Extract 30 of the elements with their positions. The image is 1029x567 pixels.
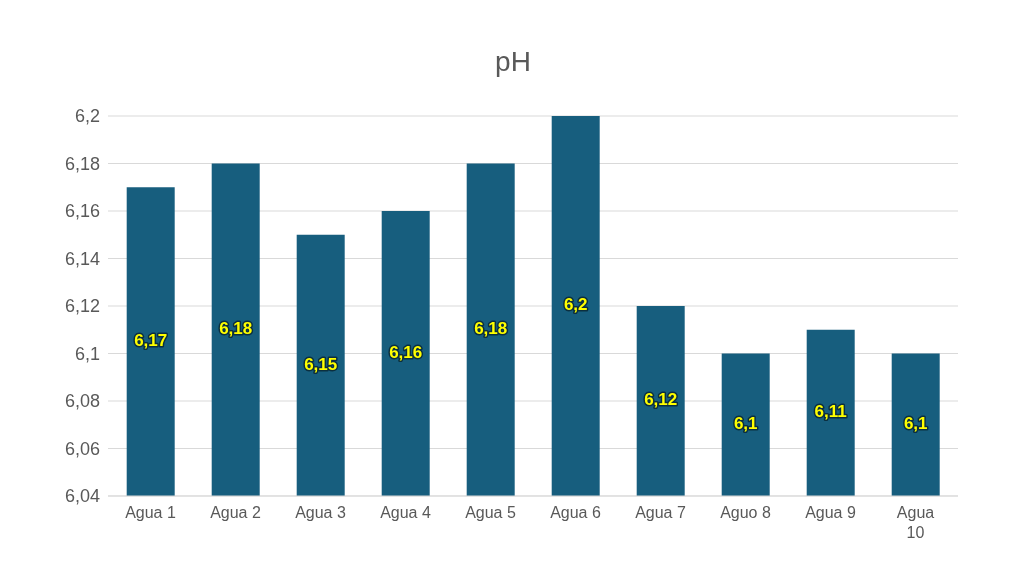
x-tick-label: Agua 3 xyxy=(295,504,346,521)
data-label: 6,2 xyxy=(563,295,588,315)
x-tick-label: Agua 5 xyxy=(465,504,516,521)
x-tick-label: Agua 2 xyxy=(210,504,261,521)
x-tick-label: Agua 10 xyxy=(896,504,935,541)
data-label: 6,18 xyxy=(219,319,253,339)
data-label: 6,12 xyxy=(644,390,678,410)
x-tick-label: Agua 9 xyxy=(805,504,856,521)
x-tick-label: Agua 4 xyxy=(380,504,431,521)
y-tick-label: 6,16 xyxy=(64,201,100,222)
data-label: 6,1 xyxy=(733,414,758,434)
x-tick-label: Agua 6 xyxy=(550,504,601,521)
x-tick-label: Agua 1 xyxy=(125,504,176,521)
x-tick-label: Aguo 8 xyxy=(720,504,771,521)
data-label: 6,16 xyxy=(389,342,423,362)
y-tick-label: 6,14 xyxy=(64,248,100,269)
data-label: 6,17 xyxy=(134,331,168,351)
y-tick-label: 6,06 xyxy=(64,438,100,459)
x-tick-label: Agua 7 xyxy=(635,504,686,521)
y-tick-label: 6,18 xyxy=(64,153,100,174)
y-tick-label: 6,08 xyxy=(64,391,100,412)
y-tick-label: 6,04 xyxy=(64,486,100,507)
data-label: 6,15 xyxy=(304,354,338,374)
data-label: 6,1 xyxy=(903,414,928,434)
chart-title: pH xyxy=(494,45,532,79)
y-tick-label: 6,12 xyxy=(64,296,100,317)
y-tick-label: 6,1 xyxy=(74,343,100,364)
data-label: 6,11 xyxy=(814,402,847,422)
y-tick-label: 6,2 xyxy=(74,106,100,127)
data-label: 6,18 xyxy=(474,319,508,339)
